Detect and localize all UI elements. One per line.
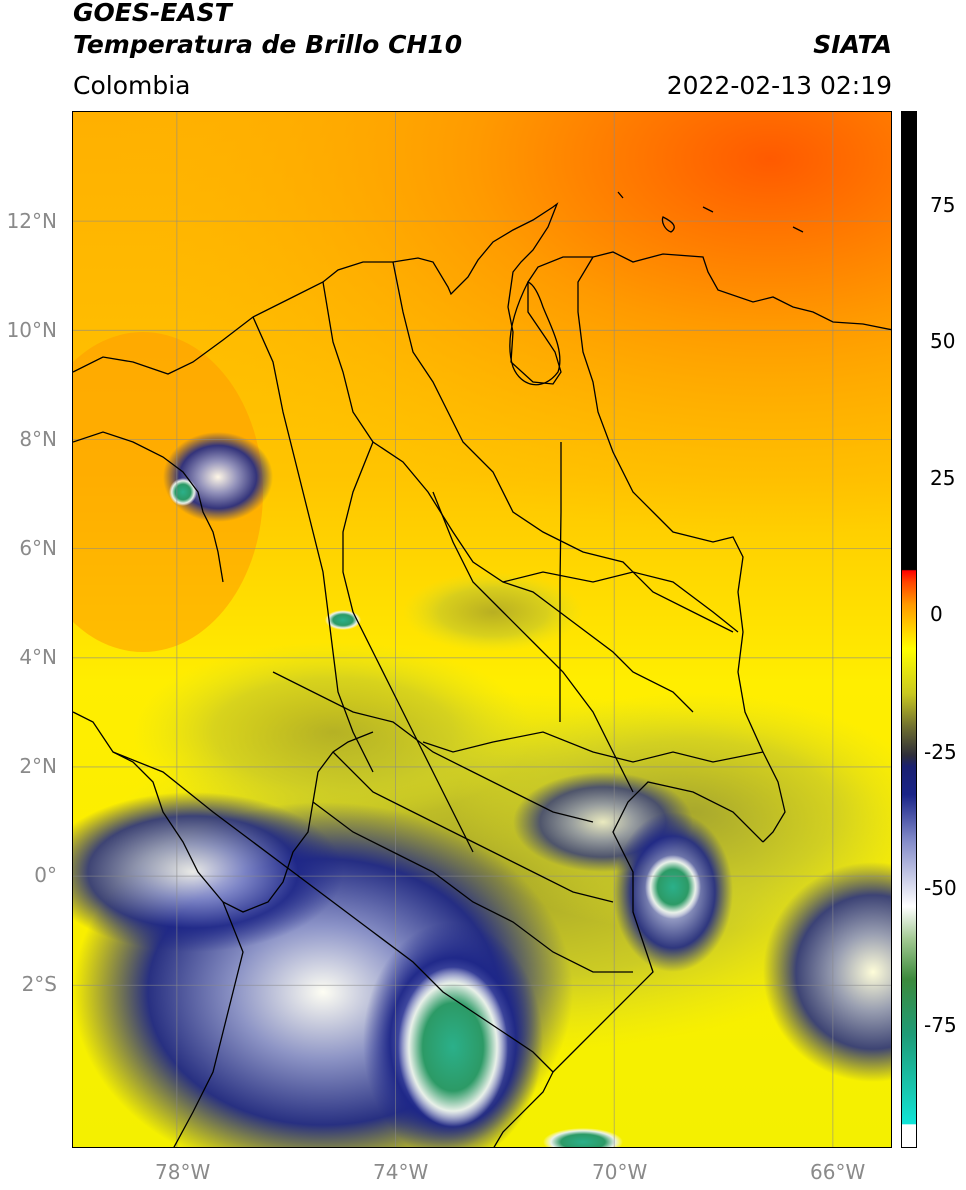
department-line-9 xyxy=(312,801,633,973)
department-line-3 xyxy=(252,316,374,773)
lake-maracaibo xyxy=(509,281,561,386)
lon-tick-label: 74°W xyxy=(373,1160,429,1184)
border-brazil xyxy=(493,781,764,1147)
department-line-8 xyxy=(332,751,614,903)
department-line-10 xyxy=(559,442,562,722)
department-line-5 xyxy=(432,491,634,793)
coastline-pacific xyxy=(73,711,374,913)
aruba-curacao xyxy=(617,191,804,233)
lat-tick-label: 0° xyxy=(34,863,57,887)
lat-tick-label: 12°N xyxy=(6,209,57,233)
department-line-4 xyxy=(342,441,474,853)
title-line-1: GOES-EAST xyxy=(73,0,232,27)
department-line-11 xyxy=(422,731,764,763)
colorbar-tick-label: 75 xyxy=(930,193,956,217)
lat-tick-label: 6°N xyxy=(19,536,57,560)
boundaries xyxy=(73,191,891,1147)
department-line-6 xyxy=(502,571,739,633)
colorbar-tick-label: 50 xyxy=(930,329,956,353)
colorbar-tick-label: -50 xyxy=(924,876,957,900)
satellite-field xyxy=(73,112,891,1147)
lon-tick-label: 70°W xyxy=(592,1160,648,1184)
datetime-label: 2022-02-13 02:19 xyxy=(666,71,892,100)
colorbar-tick-label: 0 xyxy=(930,602,943,626)
coastline-caribbean xyxy=(73,202,891,385)
lon-tick-label: 66°W xyxy=(810,1160,866,1184)
colorbar xyxy=(901,111,917,1148)
lat-tick-label: 2°N xyxy=(19,754,57,778)
brightness-temperature-map xyxy=(73,112,891,1147)
colorbar-tick-label: 25 xyxy=(930,466,956,490)
department-line-1 xyxy=(322,281,694,713)
department-line-7 xyxy=(272,671,594,823)
border-peru xyxy=(112,751,554,1073)
map-panel xyxy=(72,111,892,1148)
gridlines xyxy=(73,112,891,1147)
source-label: SIATA xyxy=(813,30,892,59)
lat-tick-label: 8°N xyxy=(19,427,57,451)
title-line-2: Temperatura de Brillo CH10 xyxy=(73,30,463,59)
department-line-2 xyxy=(392,261,734,633)
lat-tick-label: 4°N xyxy=(19,645,57,669)
lat-tick-label: 2°S xyxy=(21,972,57,996)
colorbar-tick-label: -75 xyxy=(924,1013,957,1037)
lon-tick-label: 78°W xyxy=(155,1160,211,1184)
border-ecuador xyxy=(173,901,244,1147)
border-venezuela xyxy=(577,256,786,843)
region-label: Colombia xyxy=(73,71,191,100)
lat-tick-label: 10°N xyxy=(6,318,57,342)
border-panama xyxy=(73,431,224,583)
colorbar-tick-label: -25 xyxy=(924,740,957,764)
